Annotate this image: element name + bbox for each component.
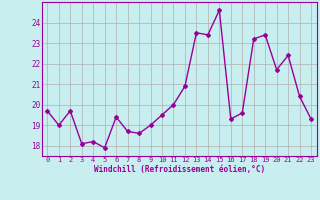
X-axis label: Windchill (Refroidissement éolien,°C): Windchill (Refroidissement éolien,°C)	[94, 165, 265, 174]
